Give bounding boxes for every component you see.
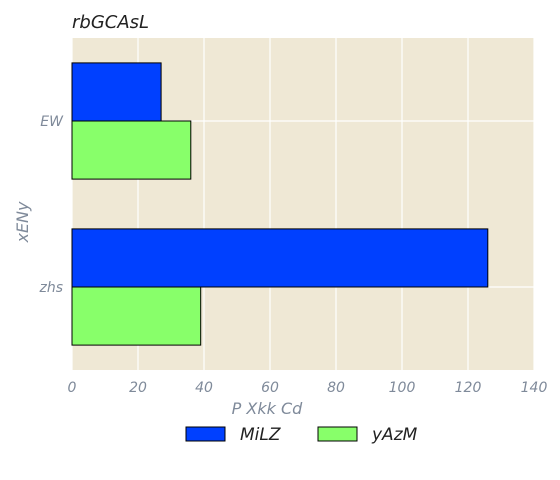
bar-yAzM-EW: [71, 120, 192, 180]
x-axis-ticks: 0 20 40 60 80 100 120 140: [68, 380, 548, 396]
legend-label: MiLZ: [240, 425, 281, 445]
legend-label: yAzM: [371, 425, 418, 445]
y-axis-ticks: EW zhs: [38, 114, 64, 296]
bar-MiLZ-EW: [71, 62, 162, 122]
y-tick-label: EW: [40, 114, 64, 130]
x-tick-label: 100: [389, 380, 416, 396]
bar-MiLZ-zhs: [71, 228, 489, 288]
x-axis-label: P Xkk Cd: [232, 399, 303, 418]
x-tick-label: 20: [129, 380, 147, 396]
y-tick-label: zhs: [38, 280, 63, 296]
x-tick-label: 80: [327, 380, 345, 396]
x-tick-label: 140: [521, 380, 548, 396]
legend-swatch: [317, 426, 358, 442]
bars-group: [71, 62, 489, 346]
legend: MiLZ yAzM: [185, 425, 418, 445]
x-tick-label: 40: [195, 380, 213, 396]
chart-title: rbGCAsL: [72, 12, 149, 33]
bar-yAzM-zhs: [71, 286, 202, 346]
y-axis-label: xENy: [13, 201, 32, 244]
x-tick-label: 60: [261, 380, 279, 396]
x-tick-label: 0: [68, 380, 77, 396]
x-tick-label: 120: [455, 380, 482, 396]
legend-swatch: [185, 426, 226, 442]
